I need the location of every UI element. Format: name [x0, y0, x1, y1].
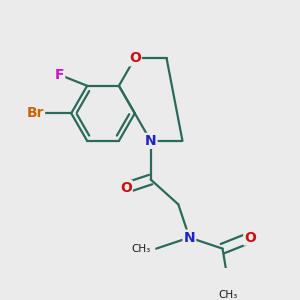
Text: CH₃: CH₃: [218, 290, 238, 300]
Text: N: N: [145, 134, 157, 148]
Text: Br: Br: [27, 106, 44, 120]
Text: F: F: [55, 68, 64, 82]
Text: O: O: [129, 51, 141, 65]
Text: N: N: [184, 231, 195, 244]
Text: O: O: [120, 181, 132, 195]
Text: CH₃: CH₃: [131, 244, 151, 254]
Text: O: O: [244, 231, 256, 244]
